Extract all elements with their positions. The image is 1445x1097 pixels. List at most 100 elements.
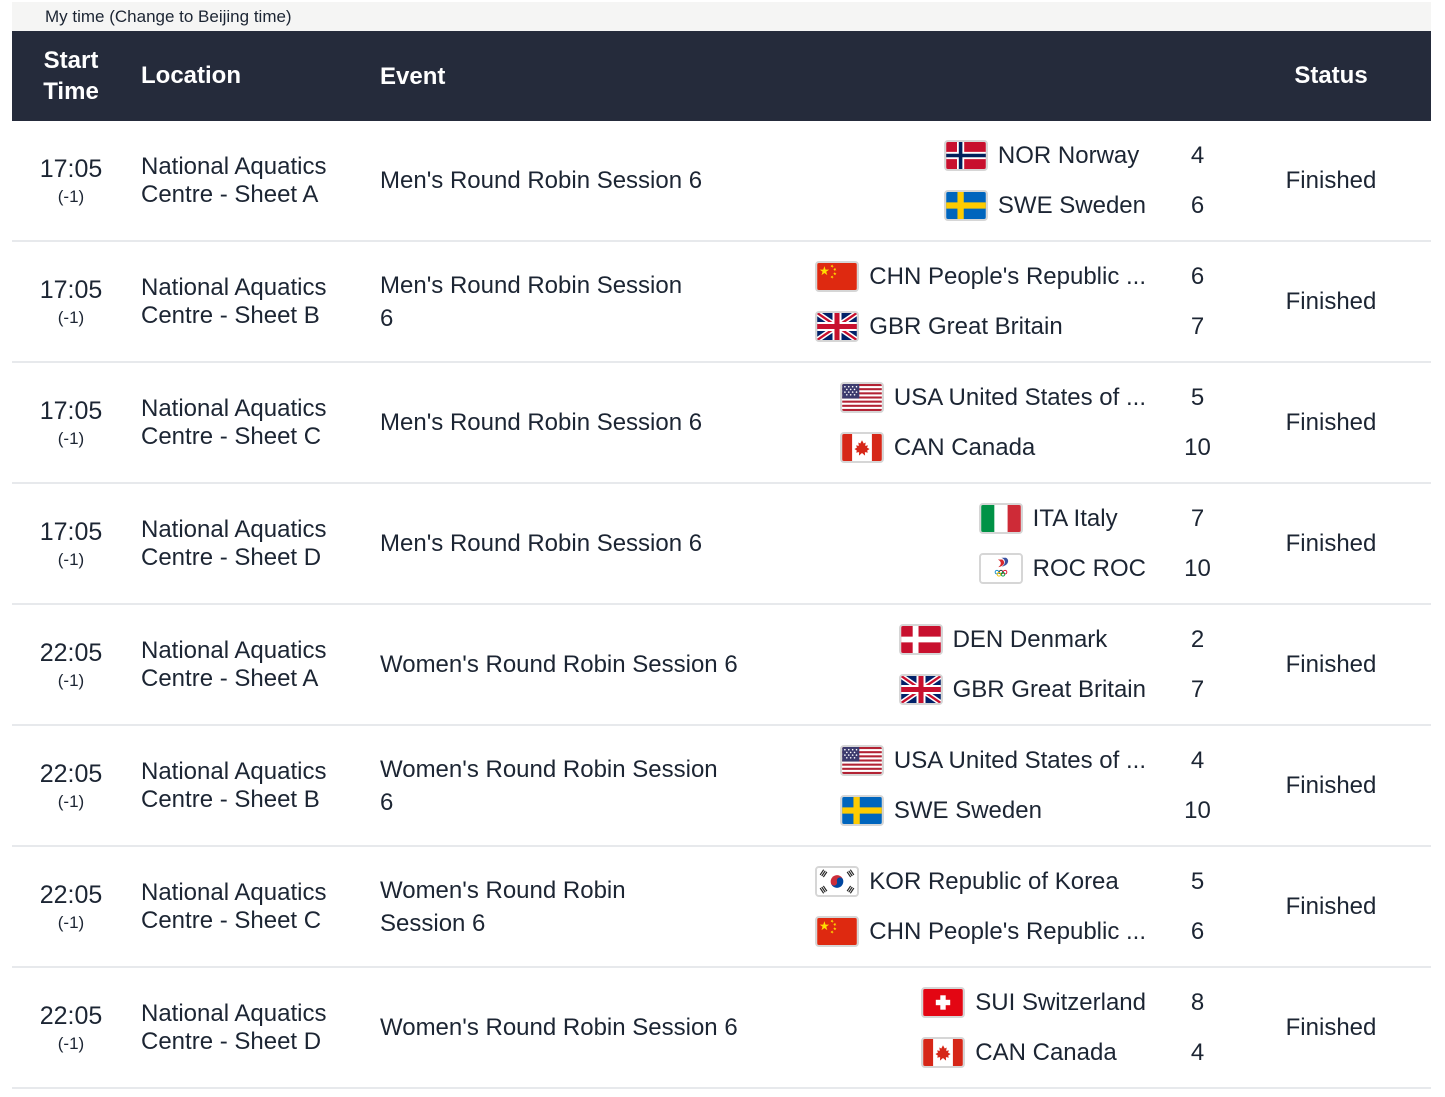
team-score: 7 xyxy=(1190,505,1205,532)
team: GBR Great Britain xyxy=(815,311,1063,342)
team: CHN People's Republic ... xyxy=(815,261,1146,292)
team-name: SWE Sweden xyxy=(893,796,1042,824)
event-name: Men's Round Robin Session 6 xyxy=(380,530,703,557)
event-name: Women's Round Robin Session 6 xyxy=(380,651,738,678)
usa-flag-icon xyxy=(839,382,884,413)
ita-flag-icon xyxy=(978,503,1023,534)
header-event: Event xyxy=(380,62,446,90)
table-row[interactable]: 17:05 (-1) National Aquatics Centre - Sh… xyxy=(12,121,1431,242)
team-name: USA United States of ... xyxy=(893,746,1146,774)
can-flag-icon xyxy=(839,432,884,463)
location: National Aquatics Centre - Sheet A xyxy=(141,636,327,692)
event-name: Women's Round Robin Session 6 xyxy=(380,876,626,937)
table-body: 17:05 (-1) National Aquatics Centre - Sh… xyxy=(12,121,1431,1089)
team-score: 4 xyxy=(1190,1039,1205,1066)
team: SWE Sweden xyxy=(839,795,1042,826)
team: CAN Canada xyxy=(921,1037,1117,1068)
kor-flag-icon xyxy=(815,866,860,897)
start-time: 22:05 xyxy=(39,759,103,788)
location: National Aquatics Centre - Sheet D xyxy=(141,999,327,1055)
start-time: 17:05 xyxy=(39,275,103,304)
team: ROC ROC xyxy=(978,553,1146,584)
teams: USA United States of ... SWE Sweden xyxy=(839,745,1146,826)
team-name: GBR Great Britain xyxy=(869,312,1063,340)
team-score: 5 xyxy=(1190,868,1205,895)
location: National Aquatics Centre - Sheet B xyxy=(141,757,327,813)
nor-flag-icon xyxy=(943,140,988,171)
match-status: Finished xyxy=(1285,650,1377,678)
teams: NOR Norway SWE Sweden xyxy=(943,140,1146,221)
usa-flag-icon xyxy=(839,745,884,776)
team: SWE Sweden xyxy=(943,190,1146,221)
timezone-offset: (-1) xyxy=(57,307,85,327)
team-score: 10 xyxy=(1184,555,1211,582)
table-row[interactable]: 17:05 (-1) National Aquatics Centre - Sh… xyxy=(12,363,1431,484)
teams-cell: KOR Republic of Korea CHN People's Republ… xyxy=(770,866,1231,947)
start-time: 17:05 xyxy=(39,154,103,183)
team-score: 2 xyxy=(1190,626,1205,653)
table-row[interactable]: 22:05 (-1) National Aquatics Centre - Sh… xyxy=(12,968,1431,1089)
match-status: Finished xyxy=(1285,1013,1377,1041)
teams: DEN Denmark GBR Great Britain xyxy=(898,624,1146,705)
match-status: Finished xyxy=(1285,529,1377,557)
team-name: DEN Denmark xyxy=(952,625,1108,653)
team-name: KOR Republic of Korea xyxy=(869,867,1119,895)
swe-flag-icon xyxy=(839,795,884,826)
location: National Aquatics Centre - Sheet A xyxy=(141,152,327,208)
team-name: SWE Sweden xyxy=(997,191,1146,219)
team-name: GBR Great Britain xyxy=(952,675,1146,703)
start-time-cell: 17:05 (-1) xyxy=(12,155,130,207)
match-status: Finished xyxy=(1285,892,1377,920)
event-name: Men's Round Robin Session 6 xyxy=(380,271,683,332)
teams-cell: SUI Switzerland CAN Canada 8 4 xyxy=(770,987,1231,1068)
timezone-offset: (-1) xyxy=(57,791,85,811)
start-time-cell: 17:05 (-1) xyxy=(12,397,130,449)
location: National Aquatics Centre - Sheet B xyxy=(141,273,327,329)
team-name: ITA Italy xyxy=(1032,504,1118,532)
timezone-bar: My time (Change to Beijing time) xyxy=(12,2,1431,31)
start-time-cell: 22:05 (-1) xyxy=(12,639,130,691)
header-status: Status xyxy=(1294,62,1368,89)
team: NOR Norway xyxy=(943,140,1139,171)
teams-cell: CHN People's Republic ... GBR Great Brita… xyxy=(770,261,1231,342)
start-time: 22:05 xyxy=(39,880,103,909)
team-score: 8 xyxy=(1190,989,1205,1016)
timezone-offset: (-1) xyxy=(57,428,85,448)
team: DEN Denmark xyxy=(898,624,1108,655)
match-status: Finished xyxy=(1285,771,1377,799)
team-name: CHN People's Republic ... xyxy=(869,917,1146,945)
team-score: 4 xyxy=(1190,747,1205,774)
chn-flag-icon xyxy=(815,261,860,292)
header-start-time: Start Time xyxy=(43,47,99,105)
table-row[interactable]: 22:05 (-1) National Aquatics Centre - Sh… xyxy=(12,726,1431,847)
team-name: USA United States of ... xyxy=(893,383,1146,411)
teams: SUI Switzerland CAN Canada xyxy=(921,987,1146,1068)
start-time: 17:05 xyxy=(39,517,103,546)
team-name: SUI Switzerland xyxy=(975,988,1146,1016)
table-row[interactable]: 22:05 (-1) National Aquatics Centre - Sh… xyxy=(12,847,1431,968)
match-status: Finished xyxy=(1285,166,1377,194)
teams: CHN People's Republic ... GBR Great Brita… xyxy=(815,261,1146,342)
team-score: 5 xyxy=(1190,384,1205,411)
team-score: 10 xyxy=(1184,434,1211,461)
team-name: ROC ROC xyxy=(1032,554,1146,582)
scores: 5 10 xyxy=(1146,382,1231,463)
location: National Aquatics Centre - Sheet C xyxy=(141,394,327,450)
timezone-offset: (-1) xyxy=(57,1033,85,1053)
table-row[interactable]: 22:05 (-1) National Aquatics Centre - Sh… xyxy=(12,605,1431,726)
timezone-toggle[interactable]: My time (Change to Beijing time) xyxy=(45,6,292,26)
teams-cell: USA United States of ... CAN Canada 5 10 xyxy=(770,382,1231,463)
match-status: Finished xyxy=(1285,287,1377,315)
table-row[interactable]: 17:05 (-1) National Aquatics Centre - Sh… xyxy=(12,242,1431,363)
team-score: 4 xyxy=(1190,142,1205,169)
can-flag-icon xyxy=(921,1037,966,1068)
teams: USA United States of ... CAN Canada xyxy=(839,382,1146,463)
table-row[interactable]: 17:05 (-1) National Aquatics Centre - Sh… xyxy=(12,484,1431,605)
sui-flag-icon xyxy=(921,987,966,1018)
timezone-offset: (-1) xyxy=(57,912,85,932)
den-flag-icon xyxy=(898,624,943,655)
team-score: 7 xyxy=(1190,313,1205,340)
